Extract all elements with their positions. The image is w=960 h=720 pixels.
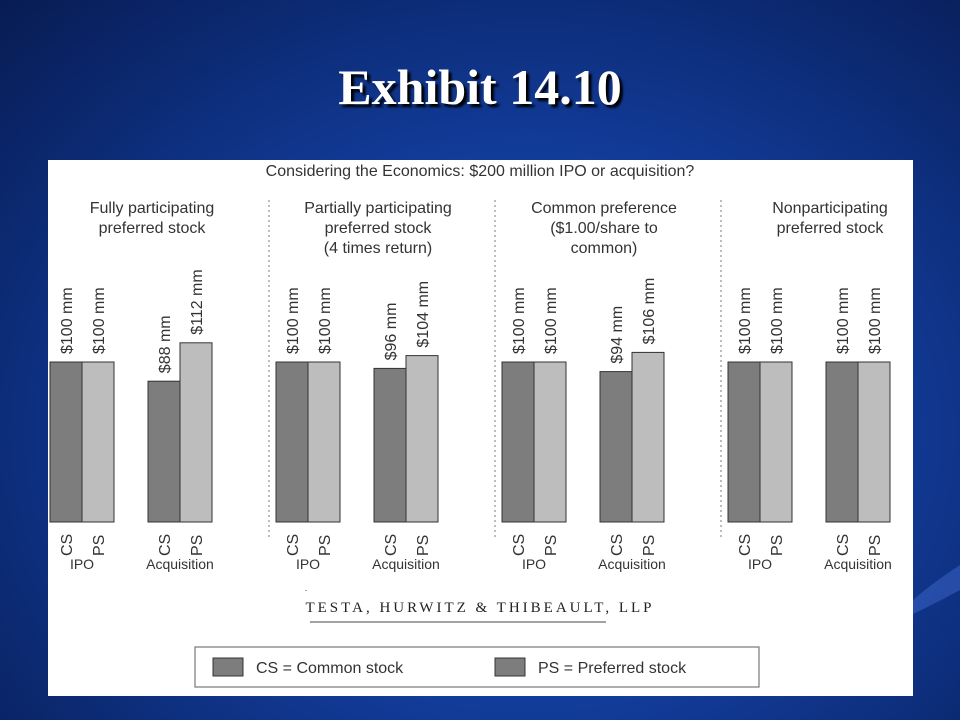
group-title-line: Common preference — [531, 200, 677, 217]
legend-text-cs: CS = Common stock — [256, 660, 404, 677]
legend-swatch-ps — [494, 657, 526, 677]
bar-value-label: $112 mm — [189, 269, 206, 335]
bar-ps — [759, 361, 793, 523]
bar-value-label: $100 mm — [91, 287, 108, 354]
bar-cs — [727, 361, 761, 523]
bar-value-label: $100 mm — [59, 287, 76, 354]
bar-chart: Considering the Economics: $200 million … — [49, 163, 892, 688]
bar-value-label: $100 mm — [317, 287, 334, 354]
bar-value-label: $100 mm — [285, 287, 302, 354]
bar-category-label: PS — [317, 535, 334, 556]
bar-ps — [179, 342, 213, 523]
bar-ps — [631, 351, 665, 523]
legend-swatch-cs — [212, 657, 244, 677]
scenario-label: IPO — [748, 556, 772, 572]
bar-value-label: $94 mm — [609, 306, 626, 364]
bar-value-label: $100 mm — [867, 287, 884, 354]
bar-ps — [307, 361, 341, 523]
bar-cs — [373, 367, 407, 523]
bar-cs — [147, 380, 181, 523]
bar-value-label: $88 mm — [157, 315, 174, 373]
bar-category-label: CS — [383, 534, 400, 556]
bar-ps — [857, 361, 891, 523]
chart-title: Considering the Economics: $200 million … — [266, 163, 695, 180]
bar-value-label: $100 mm — [543, 287, 560, 354]
bar-category-label: CS — [157, 534, 174, 556]
bar-category-label: CS — [835, 534, 852, 556]
legend-box — [194, 646, 760, 688]
group-title-line: ($1.00/share to — [550, 220, 658, 237]
bar-category-label: PS — [769, 535, 786, 556]
bar-cs — [275, 361, 309, 523]
scenario-label: IPO — [70, 556, 94, 572]
bar-category-label: PS — [91, 535, 108, 556]
bar-value-label: $100 mm — [769, 287, 786, 354]
bar-category-label: CS — [511, 534, 528, 556]
group-title-line: preferred stock — [325, 220, 433, 237]
bar-value-label: $96 mm — [383, 303, 400, 361]
group-title-line: common) — [571, 240, 638, 257]
bar-category-label: PS — [641, 535, 658, 556]
bar-ps — [405, 355, 439, 523]
scenario-label: Acquisition — [824, 556, 892, 572]
bar-category-label: CS — [737, 534, 754, 556]
bar-cs — [49, 361, 83, 523]
bar-value-label: $106 mm — [641, 278, 658, 345]
bar-cs — [501, 361, 535, 523]
bar-category-label: CS — [59, 534, 76, 556]
scenario-label: IPO — [296, 556, 320, 572]
bar-category-label: CS — [609, 534, 626, 556]
chart-panel: Considering the Economics: $200 million … — [48, 160, 913, 696]
bar-value-label: $100 mm — [835, 287, 852, 354]
slide-title: Exhibit 14.10 — [338, 59, 622, 115]
group-title-line: preferred stock — [99, 220, 207, 237]
bar-ps — [81, 361, 115, 523]
source-credit: TESTA, HURWITZ & THIBEAULT, LLP — [305, 600, 654, 616]
bar-category-label: PS — [543, 535, 560, 556]
bar-cs — [599, 371, 633, 523]
scenario-label: Acquisition — [146, 556, 214, 572]
scenario-label: Acquisition — [598, 556, 666, 572]
bar-cs — [825, 361, 859, 523]
bar-value-label: $100 mm — [737, 287, 754, 354]
bar-value-label: $100 mm — [511, 287, 528, 354]
group-title-line: Fully participating — [90, 200, 215, 217]
bar-ps — [533, 361, 567, 523]
group-title-line: preferred stock — [777, 220, 885, 237]
group-title-line: (4 times return) — [324, 240, 432, 257]
group-title-line: Partially participating — [304, 200, 452, 217]
group-title-line: Nonparticipating — [772, 200, 888, 217]
legend-text-ps: PS = Preferred stock — [538, 660, 687, 677]
bar-category-label: PS — [867, 535, 884, 556]
bar-category-label: PS — [189, 535, 206, 556]
bar-category-label: CS — [285, 534, 302, 556]
bar-value-label: $104 mm — [415, 281, 432, 348]
bar-category-label: PS — [415, 535, 432, 556]
scenario-label: IPO — [522, 556, 546, 572]
scenario-label: Acquisition — [372, 556, 440, 572]
